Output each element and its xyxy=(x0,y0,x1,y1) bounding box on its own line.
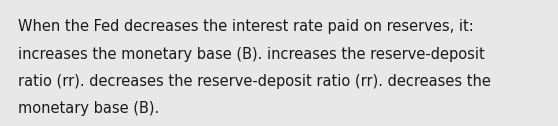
Text: increases the monetary base (B). increases the reserve-deposit: increases the monetary base (B). increas… xyxy=(18,46,485,61)
Text: ratio (rr). decreases the reserve-deposit ratio (rr). decreases the: ratio (rr). decreases the reserve-deposi… xyxy=(18,74,491,89)
Text: When the Fed decreases the interest rate paid on reserves, it:: When the Fed decreases the interest rate… xyxy=(18,19,474,34)
Text: monetary base (B).: monetary base (B). xyxy=(18,101,159,116)
